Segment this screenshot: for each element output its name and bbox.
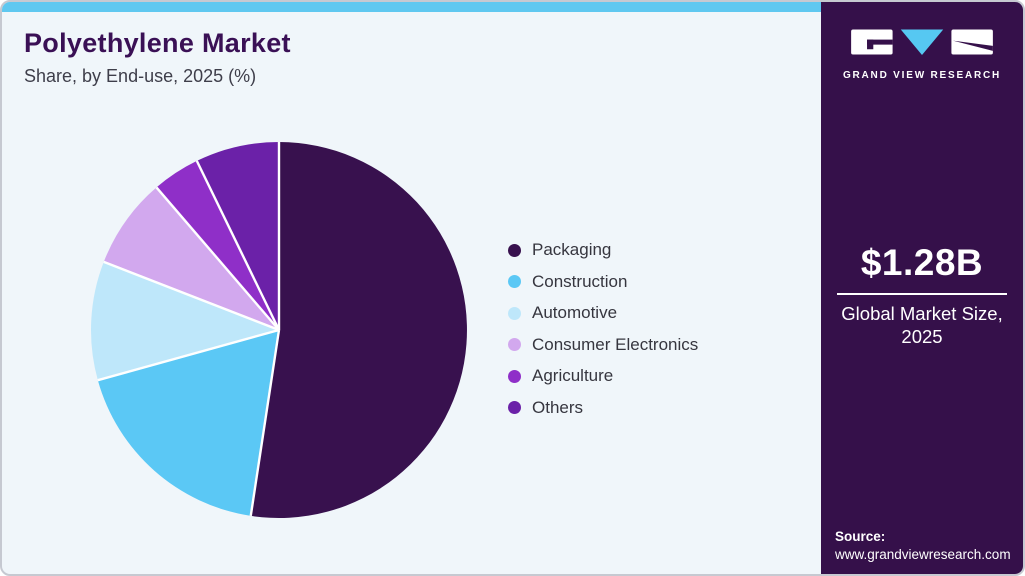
legend-bullet-icon: [508, 401, 521, 414]
market-size-label: Global Market Size, 2025: [841, 303, 1003, 348]
pie-slice-packaging: [250, 142, 467, 518]
source-block: Source: www.grandviewresearch.com: [835, 529, 1011, 562]
page-subtitle: Share, by End-use, 2025 (%): [24, 66, 257, 86]
logo-block: GRAND VIEW RESEARCH: [821, 29, 1023, 81]
market-size-value: $1.28B: [860, 242, 984, 283]
legend-bullet-icon: [508, 243, 521, 257]
legend-bullet-icon: [508, 338, 521, 351]
gvr-logo-icon: [851, 29, 993, 56]
legend-item-others: Others: [508, 397, 698, 417]
pie-chart: [90, 142, 467, 518]
divider: [837, 293, 1007, 295]
legend-item-agriculture: Agriculture: [508, 366, 698, 385]
pie-slice-separator: [103, 260, 280, 332]
legend-label: Packaging: [532, 240, 612, 259]
pie-slice-consumer-electronics: [103, 187, 279, 330]
logo-r-glyph: [951, 29, 993, 55]
logo-v-glyph: [900, 29, 944, 56]
pie-slice-construction: [97, 330, 279, 516]
legend-item-automotive: Automotive: [508, 303, 698, 322]
legend-label: Others: [532, 397, 584, 417]
top-accent-bar: [2, 2, 823, 12]
legend-bullet-icon: [508, 369, 521, 383]
sidebar: GRAND VIEW RESEARCH $1.28B Global Market…: [821, 2, 1023, 574]
pie-slice-automotive: [90, 261, 279, 381]
pie-slice-separator: [195, 160, 281, 331]
logo-g-glyph: [851, 29, 893, 55]
legend-bullet-icon: [508, 306, 521, 320]
header: Polyethylene Market Share, by End-use, 2…: [24, 28, 291, 87]
pie-slice-separator: [249, 329, 281, 517]
market-size-block: $1.28B Global Market Size, 2025: [821, 242, 1023, 348]
legend-label: Automotive: [532, 303, 618, 322]
source-url[interactable]: www.grandviewresearch.com: [835, 547, 1011, 562]
legend-label: Agriculture: [532, 366, 614, 385]
pie-slice-agriculture: [156, 160, 279, 330]
brand-name: GRAND VIEW RESEARCH: [842, 70, 1002, 81]
legend-item-construction: Construction: [508, 271, 698, 291]
pie-slice-separator: [155, 186, 280, 331]
legend: Packaging Construction Automotive Consumer …: [508, 240, 699, 417]
legend-item-packaging: Packaging: [508, 240, 698, 259]
legend-label: Consumer Electronics: [532, 334, 699, 354]
legend-item-consumer-electronics: Consumer Electronics: [508, 334, 699, 354]
source-label: Source:: [835, 529, 886, 544]
legend-label: Construction: [532, 271, 628, 291]
pie-slice-others: [196, 142, 279, 330]
pie-slice-separator: [97, 328, 280, 382]
legend-bullet-icon: [508, 275, 521, 288]
page-title: Polyethylene Market: [24, 28, 291, 58]
